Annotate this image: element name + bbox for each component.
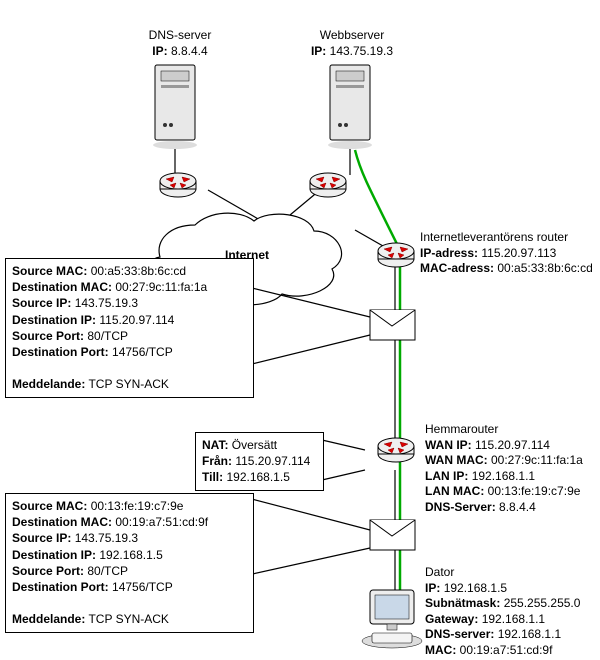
dns-title: DNS-server [149, 28, 212, 42]
pc-dns-l: DNS-server: [425, 627, 494, 641]
computer-label: Dator IP: 192.168.1.5 Subnätmask: 255.25… [425, 565, 580, 659]
nat-to: 192.168.1.5 [226, 470, 289, 484]
hr-dns: 8.8.4.4 [499, 500, 536, 514]
nat-box: NAT: Översätt Från: 115.20.97.114 Till: … [195, 432, 324, 491]
hr-wanmac-l: WAN MAC: [425, 453, 488, 467]
pb-sport-l: Source Port: [12, 564, 84, 578]
web-ip: 143.75.19.3 [330, 44, 393, 58]
pc-dns: 192.168.1.1 [498, 627, 561, 641]
pt-dport: 14756/TCP [112, 345, 173, 359]
pt-sport: 80/TCP [87, 329, 128, 343]
hr-lanmac-l: LAN MAC: [425, 484, 484, 498]
isp-ip-l: IP-adress: [420, 246, 478, 260]
router-icon [378, 243, 414, 267]
pc-gw-l: Gateway: [425, 612, 478, 626]
pb-sip-l: Source IP: [12, 531, 71, 545]
pb-dmac-l: Destination MAC: [12, 515, 112, 529]
router-icon [378, 438, 414, 462]
pb-smac: 00:13:fe:19:c7:9e [91, 499, 184, 513]
pb-msg: TCP SYN-ACK [88, 612, 168, 626]
isp-ip: 115.20.97.113 [481, 246, 556, 260]
hr-lanip-l: LAN IP: [425, 469, 468, 483]
pt-msg-l: Meddelande: [12, 377, 85, 391]
pb-msg-l: Meddelande: [12, 612, 85, 626]
pc-ip: 192.168.1.5 [444, 581, 507, 595]
computer-icon [362, 590, 422, 648]
pc-mask: 255.255.255.0 [504, 596, 581, 610]
pb-smac-l: Source MAC: [12, 499, 87, 513]
dns-server-label: DNS-server IP: 8.8.4.4 [120, 28, 240, 59]
pt-sport-l: Source Port: [12, 329, 84, 343]
hr-lanmac: 00:13:fe:19:c7:9e [488, 484, 581, 498]
pt-sip: 143.75.19.3 [75, 296, 138, 310]
router-icon [160, 173, 196, 197]
web-server-label: Webbserver IP: 143.75.19.3 [292, 28, 412, 59]
server-icon [153, 65, 197, 149]
web-title: Webbserver [320, 28, 384, 42]
nat-from-l: Från: [202, 454, 232, 468]
isp-mac-l: MAC-adress: [420, 261, 494, 275]
dns-ip-label: IP: [152, 44, 167, 58]
pb-dip-l: Destination IP: [12, 548, 96, 562]
pt-dport-l: Destination Port: [12, 345, 109, 359]
hr-title: Hemmarouter [425, 422, 498, 436]
pt-smac: 00:a5:33:8b:6c:cd [91, 264, 186, 278]
envelope-icon [370, 310, 415, 340]
pb-sport: 80/TCP [87, 564, 128, 578]
pb-dip: 192.168.1.5 [99, 548, 162, 562]
nat-to-l: Till: [202, 470, 223, 484]
pt-dmac: 00:27:9c:11:fa:1a [115, 280, 207, 294]
hr-wanip: 115.20.97.114 [475, 438, 550, 452]
pc-ip-l: IP: [425, 581, 440, 595]
pc-mac-l: MAC: [425, 643, 456, 657]
isp-router-label: Internetleverantörens router IP-adress: … [420, 230, 593, 277]
pb-dport: 14756/TCP [112, 580, 173, 594]
pc-mac: 00:19:a7:51:cd:9f [460, 643, 553, 657]
router-icon [310, 173, 346, 197]
pc-mask-l: Subnätmask: [425, 596, 500, 610]
isp-title: Internetleverantörens router [420, 230, 568, 244]
web-ip-label: IP: [311, 44, 326, 58]
pt-smac-l: Source MAC: [12, 264, 87, 278]
hr-wanip-l: WAN IP: [425, 438, 472, 452]
pc-gw: 192.168.1.1 [482, 612, 545, 626]
pc-title: Dator [425, 565, 454, 579]
home-router-label: Hemmarouter WAN IP: 115.20.97.114 WAN MA… [425, 422, 583, 516]
packet-top-box: Source MAC: 00:a5:33:8b:6c:cd Destinatio… [5, 258, 254, 398]
dns-ip: 8.8.4.4 [171, 44, 208, 58]
packet-bottom-box: Source MAC: 00:13:fe:19:c7:9e Destinatio… [5, 493, 254, 633]
pb-dmac: 00:19:a7:51:cd:9f [115, 515, 208, 529]
pt-sip-l: Source IP: [12, 296, 71, 310]
nat-title-l: NAT: [202, 438, 228, 452]
envelope-icon [370, 520, 415, 550]
pt-dip-l: Destination IP: [12, 313, 96, 327]
isp-mac: 00:a5:33:8b:6c:cd [497, 261, 592, 275]
pb-dport-l: Destination Port: [12, 580, 109, 594]
hr-wanmac: 00:27:9c:11:fa:1a [491, 453, 583, 467]
pt-dip: 115.20.97.114 [99, 313, 174, 327]
nat-from: 115.20.97.114 [235, 454, 310, 468]
server-icon [328, 65, 372, 149]
hr-lanip: 192.168.1.1 [472, 469, 535, 483]
hr-dns-l: DNS-Server: [425, 500, 496, 514]
pb-sip: 143.75.19.3 [75, 531, 138, 545]
pt-msg: TCP SYN-ACK [88, 377, 168, 391]
nat-title: Översätt [232, 438, 277, 452]
pt-dmac-l: Destination MAC: [12, 280, 112, 294]
